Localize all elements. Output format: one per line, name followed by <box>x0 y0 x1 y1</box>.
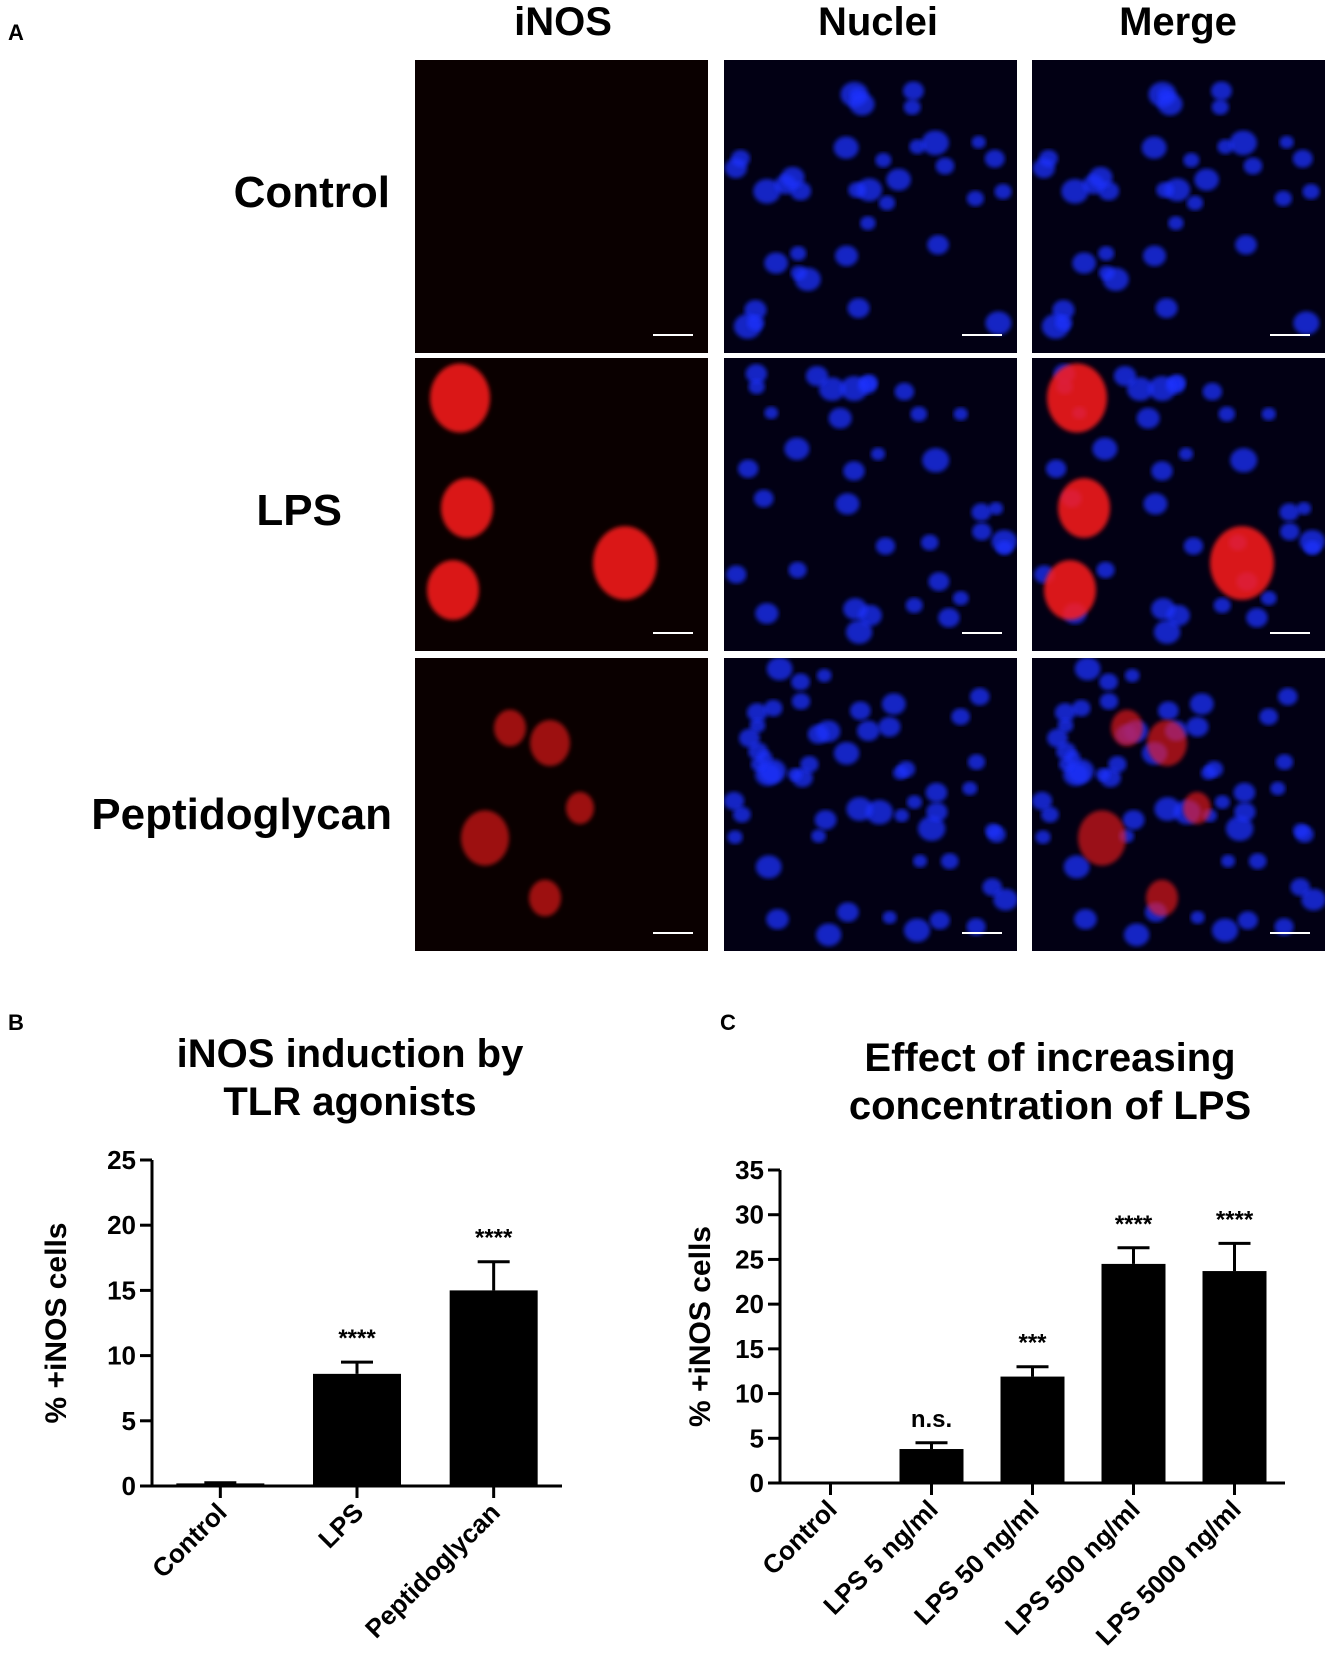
y-tick-label: 0 <box>122 1471 136 1501</box>
micrograph-inos-control <box>415 60 708 353</box>
y-tick-label: 15 <box>735 1334 764 1364</box>
chart-b-title-line-1: iNOS induction by <box>176 1032 524 1076</box>
column-header-nuclei: Nuclei <box>817 0 939 44</box>
micrograph-merge-control <box>1032 60 1325 353</box>
chart-b-bar-chart: 0 5 10 15 20 25 % +iNOS cells Control **** LPS ***… <box>40 1145 562 1644</box>
bar <box>176 1483 265 1486</box>
y-tick-label: 25 <box>107 1145 136 1175</box>
micrograph-nuclei-lps <box>724 358 1017 651</box>
bar <box>449 1290 538 1486</box>
significance-label: **** <box>475 1225 513 1252</box>
x-tick-label: Peptidoglycan <box>359 1497 506 1644</box>
y-axis-label: % +iNOS cells <box>684 1226 717 1427</box>
row-label-peptidoglycan: Peptidoglycan <box>91 790 392 839</box>
bar <box>1000 1376 1065 1483</box>
column-header-inos: iNOS <box>514 0 612 44</box>
bar <box>313 1373 401 1486</box>
significance-label: **** <box>1115 1211 1153 1238</box>
bar <box>899 1449 964 1483</box>
micrograph-merge-lps <box>1032 358 1325 651</box>
micrograph-nuclei-peptidoglycan <box>724 658 1017 951</box>
micrograph-inos-lps <box>415 358 708 651</box>
y-tick-label: 10 <box>107 1341 136 1371</box>
significance-label: **** <box>1216 1206 1254 1233</box>
chart-c-title-line-1: Effect of increasing <box>864 1036 1236 1080</box>
column-header-merge: Merge <box>1119 0 1237 44</box>
y-tick-label: 0 <box>750 1468 764 1498</box>
x-tick-label: LPS <box>312 1497 369 1554</box>
chart-b-title: iNOS induction by TLR agonists <box>80 1030 620 1126</box>
y-axis-label: % +iNOS cells <box>40 1223 73 1424</box>
chart-c-title: Effect of increasing concentration of LP… <box>790 1034 1310 1130</box>
bar <box>1101 1263 1166 1483</box>
y-tick-label: 20 <box>107 1210 136 1240</box>
y-tick-label: 20 <box>735 1289 764 1319</box>
row-label-control: Control <box>233 168 390 217</box>
row-label-lps: LPS <box>256 486 342 535</box>
significance-label: **** <box>338 1325 376 1352</box>
significance-label: n.s. <box>911 1406 952 1433</box>
y-tick-label: 25 <box>735 1244 764 1274</box>
y-tick-label: 35 <box>735 1155 764 1185</box>
x-tick-label: Control <box>756 1494 843 1581</box>
y-tick-label: 5 <box>750 1423 764 1453</box>
y-tick-label: 15 <box>107 1275 136 1305</box>
significance-label: *** <box>1018 1330 1047 1357</box>
micrograph-nuclei-control <box>724 60 1017 353</box>
panel-a-letter: A <box>8 20 24 45</box>
panel-b-letter: B <box>8 1010 24 1035</box>
chart-c-title-line-2: concentration of LPS <box>848 1084 1252 1128</box>
micrograph-merge-peptidoglycan <box>1032 658 1325 951</box>
x-tick-label: Control <box>146 1497 233 1584</box>
chart-b-title-line-2: TLR agonists <box>223 1080 477 1124</box>
bar <box>1202 1271 1267 1483</box>
y-tick-label: 5 <box>122 1406 136 1436</box>
y-tick-label: 30 <box>735 1200 764 1230</box>
y-tick-label: 10 <box>735 1379 764 1409</box>
micrograph-inos-peptidoglycan <box>415 658 708 951</box>
panel-c-letter: C <box>720 1010 736 1035</box>
